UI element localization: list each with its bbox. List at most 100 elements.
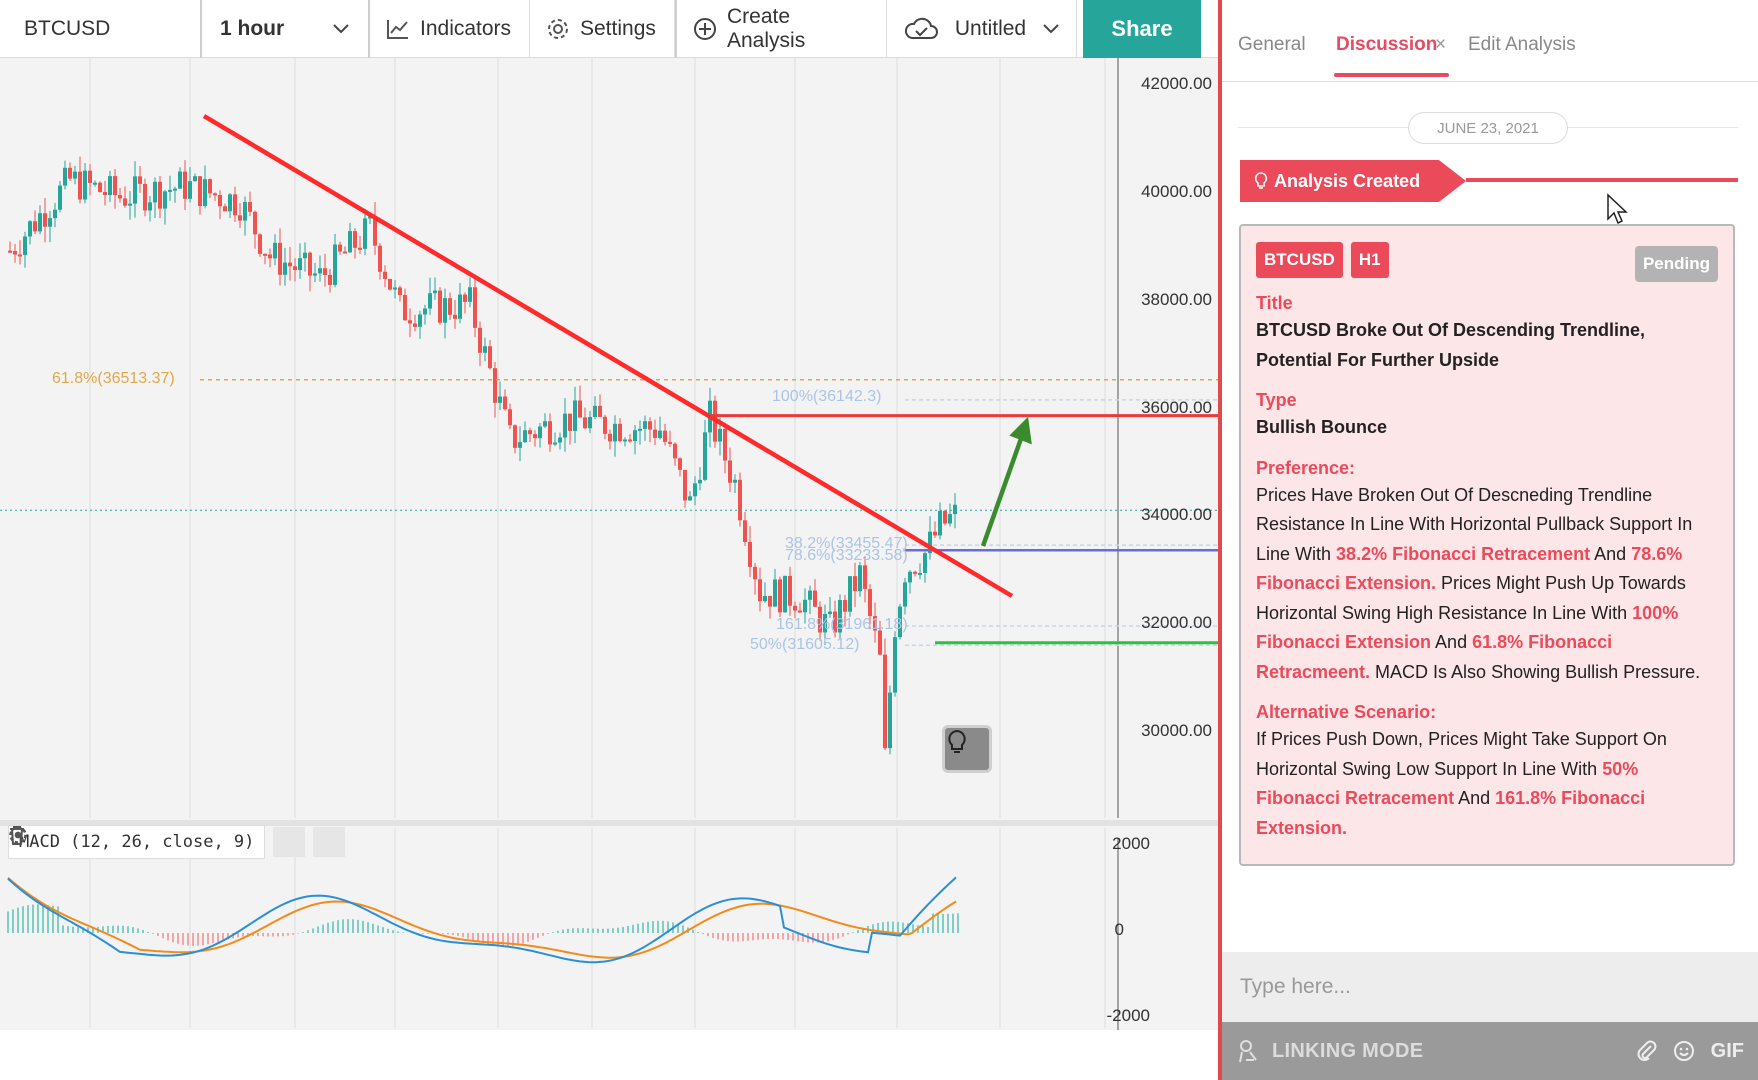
candle-body (738, 479, 742, 521)
candle-body (58, 185, 62, 210)
candle-body (148, 202, 152, 211)
composer-actions: GIF (1637, 1040, 1744, 1063)
close-icon[interactable]: × (1435, 34, 1447, 55)
candle-body (298, 258, 302, 271)
candle-body (193, 176, 197, 182)
tab-discussion[interactable]: Discussion (1336, 34, 1438, 55)
candle-body (933, 531, 937, 536)
macd-histogram-bar (92, 927, 94, 933)
symbol-label: BTCUSD (24, 17, 111, 40)
macd-histogram-bar (707, 933, 709, 937)
macd-histogram-bar (102, 926, 104, 933)
macd-name-label[interactable]: MACD (12, 26, close, 9) (8, 825, 266, 859)
candle-body (748, 541, 752, 567)
macd-histogram-bar (837, 933, 839, 939)
candle-body (153, 181, 157, 203)
layout-dropdown[interactable]: Untitled (887, 0, 1077, 58)
macd-histogram-bar (272, 933, 274, 937)
candle-body (628, 439, 632, 442)
highlight-segment: 38.2% Fibonacci Retracement (1336, 543, 1591, 564)
create-analysis-button[interactable]: Create Analysis (675, 0, 887, 58)
macd-histogram-bar (597, 928, 599, 933)
candle-body (198, 176, 202, 207)
macd-settings-button[interactable] (9, 826, 306, 857)
symbol-selector[interactable]: BTCUSD (0, 0, 202, 58)
macd-histogram-bar (547, 933, 549, 934)
price-axis-label: 30000.00 (1141, 721, 1212, 740)
panel-divider[interactable] (1218, 0, 1222, 1080)
candle-body (808, 590, 812, 600)
candle-body (158, 181, 162, 209)
pane-separator (0, 820, 1218, 826)
macd-histogram-bar (737, 933, 739, 942)
macd-histogram-bar (792, 933, 794, 941)
candle-body (593, 405, 597, 417)
candle-body (563, 413, 567, 438)
paperclip-icon[interactable] (1637, 1040, 1657, 1062)
macd-axis-label: 2000 (1112, 834, 1150, 853)
share-button[interactable]: Share (1083, 0, 1201, 58)
macd-histogram-bar (282, 933, 284, 937)
macd-histogram-bar (362, 920, 364, 933)
macd-histogram-bar (227, 933, 229, 940)
fib-100-label: 100%(36142.3) (772, 388, 882, 405)
interval-dropdown[interactable]: 1 hour (202, 0, 370, 58)
macd-histogram-bar (77, 927, 79, 933)
macd-delete-button[interactable] (10, 826, 346, 857)
candle-body (113, 176, 117, 196)
candle-body (248, 201, 252, 212)
candle-body (73, 171, 77, 179)
macd-histogram-bar (602, 928, 604, 933)
card-badges: BTCUSD H1 (1256, 242, 1718, 278)
candle-body (338, 244, 342, 252)
candle-body (503, 396, 507, 410)
macd-histogram-bar (817, 933, 819, 943)
macd-histogram-bar (87, 927, 89, 933)
price-axis-label: 40000.00 (1141, 182, 1212, 201)
tab-edit-analysis[interactable]: Edit Analysis (1468, 34, 1576, 55)
text-segment: And (1454, 788, 1496, 808)
candle-body (408, 320, 412, 324)
macd-histogram-bar (522, 933, 524, 944)
macd-histogram-bar (607, 928, 609, 933)
indicators-button[interactable]: Indicators (370, 0, 530, 58)
macd-histogram-bar (692, 929, 694, 933)
macd-line (7, 876, 957, 964)
price-axis-label: 32000.00 (1141, 613, 1212, 632)
candle-body (518, 442, 522, 448)
macd-histogram-bar (142, 929, 144, 933)
candle-body (343, 251, 347, 254)
chart-line-icon (387, 20, 408, 39)
candle-body (98, 182, 102, 192)
macd-histogram-bar (717, 933, 719, 940)
macd-histogram-bar (722, 933, 724, 941)
macd-histogram-bar (442, 933, 444, 934)
candle-body (163, 191, 167, 209)
macd-histogram-bar (667, 921, 669, 933)
candle-body (863, 565, 867, 590)
indicators-label: Indicators (420, 17, 512, 40)
candle-body (388, 279, 392, 290)
macd-histogram-bar (57, 906, 59, 933)
macd-histogram-bar (267, 933, 269, 937)
candle-body (178, 171, 182, 189)
macd-histogram-bar (402, 932, 404, 933)
chart-area[interactable]: 42000.00 40000.00 38000.00 36000.00 3400… (0, 58, 1220, 1060)
candle-body (498, 396, 502, 403)
fib-786-label: 78.6%(33233.58) (785, 547, 908, 564)
gif-button[interactable]: GIF (1710, 1039, 1744, 1062)
tab-general[interactable]: General (1238, 34, 1306, 55)
settings-button[interactable]: Settings (530, 0, 675, 58)
candle-body (683, 469, 687, 501)
candle-body (633, 430, 637, 442)
message-input[interactable] (1240, 975, 1720, 999)
analysis-marker-button[interactable] (942, 725, 992, 773)
create-analysis-label: Create Analysis (727, 5, 806, 52)
emoji-icon[interactable] (1673, 1040, 1695, 1062)
candle-body (853, 576, 857, 592)
text-segment: If Prices Push Down, Prices Might Take S… (1256, 729, 1667, 779)
candle-body (603, 416, 607, 434)
alternative-heading: Alternative Scenario: (1256, 702, 1437, 722)
linking-mode-icon[interactable] (1236, 1038, 1262, 1064)
chart-canvas[interactable] (0, 58, 1220, 1060)
